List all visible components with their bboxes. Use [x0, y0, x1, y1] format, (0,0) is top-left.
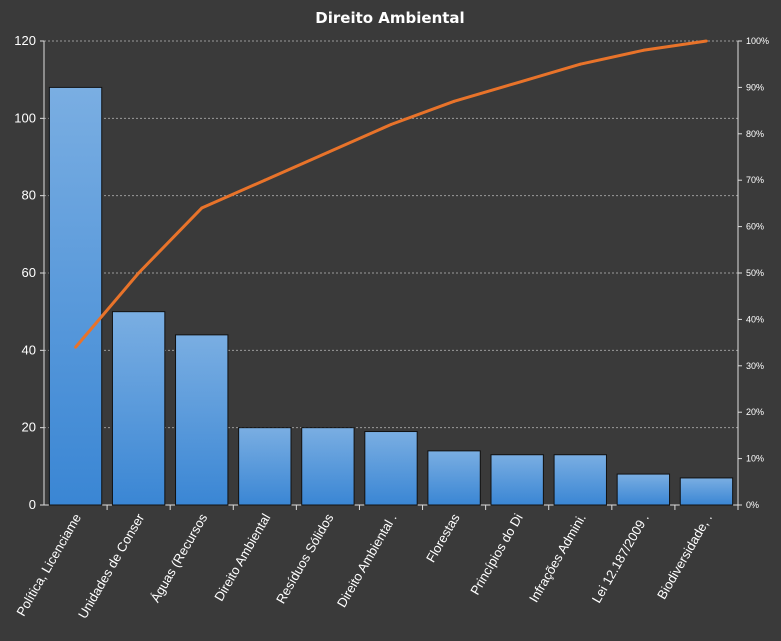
y-tick-label: 0 — [29, 497, 36, 512]
line-point — [389, 123, 393, 126]
bar — [238, 427, 292, 506]
y2-tick-label: 20% — [746, 407, 764, 417]
x-tick-label: Infrações Admini. — [526, 511, 589, 605]
line-point — [200, 206, 204, 210]
chart-title: Direito Ambiental — [315, 9, 464, 27]
bar — [301, 427, 355, 506]
y2-tick-label: 100% — [746, 36, 769, 46]
cumulative-line — [74, 39, 708, 349]
y-tick-label: 60 — [22, 265, 36, 280]
bar — [48, 86, 103, 506]
line-point — [326, 150, 330, 154]
line-point — [74, 345, 77, 349]
y-tick-label: 80 — [22, 188, 36, 203]
y2-tick-label: 70% — [746, 175, 764, 185]
x-tick-label: Resíduos Sólidos — [273, 511, 337, 607]
bar — [616, 473, 671, 506]
x-tick-label: Biodiversidade, . — [654, 511, 715, 602]
y2-tick-label: 0% — [746, 500, 759, 510]
line-point — [137, 271, 141, 275]
x-tick-label: Direito Ambiental . — [334, 511, 400, 610]
x-tick-label: Águas (Recursos — [147, 511, 210, 605]
x-tick-label: Princípios do Di — [467, 511, 526, 597]
y-tick-label: 20 — [22, 420, 36, 435]
x-tick-label: Direito Ambiental — [211, 511, 273, 604]
y-tick-label: 40 — [22, 342, 36, 357]
bars — [48, 86, 734, 506]
bar — [364, 431, 418, 506]
line-point — [578, 62, 582, 66]
x-tick-label: Unidades de Conser — [75, 510, 148, 621]
y2-tick-label: 30% — [746, 361, 764, 371]
bar — [490, 454, 544, 506]
bar — [427, 450, 481, 506]
y-tick-label: 100 — [14, 110, 36, 125]
line-point — [641, 48, 645, 52]
y-tick-label: 120 — [14, 33, 36, 48]
y2-tick-label: 60% — [746, 222, 764, 232]
bar — [111, 311, 166, 506]
line-point — [263, 178, 267, 182]
x-tick-label: Florestas — [423, 511, 463, 565]
cumulative-percent-line — [74, 39, 707, 349]
x-tick-label: Política, Licenciame — [13, 511, 84, 619]
y2-tick-label: 90% — [746, 82, 764, 92]
bar — [175, 334, 229, 506]
y2-tick-label: 10% — [746, 454, 764, 464]
line-point — [705, 39, 708, 43]
y2-tick-label: 50% — [746, 268, 764, 278]
x-tick-label: Lei 12.187/2009 . — [589, 511, 652, 606]
line-point — [452, 99, 456, 103]
bar — [679, 477, 734, 506]
y2-tick-label: 40% — [746, 314, 764, 324]
y2-tick-label: 80% — [746, 129, 764, 139]
bar — [553, 454, 607, 506]
line-point — [515, 81, 519, 85]
